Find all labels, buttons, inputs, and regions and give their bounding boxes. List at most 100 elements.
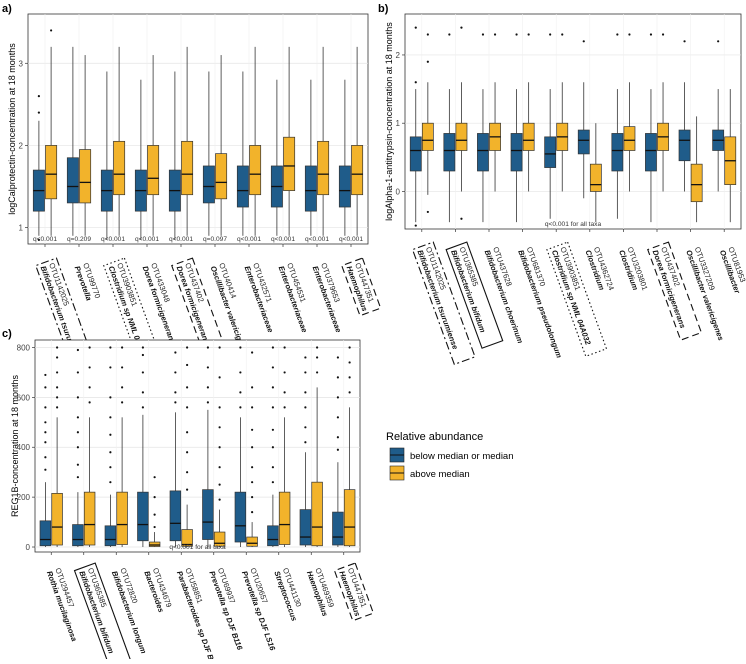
q-note: q<0.001 for all taxa [545, 221, 602, 228]
box-below [443, 33, 456, 223]
q-value: q<0.001 [33, 236, 57, 243]
outlier [271, 481, 274, 484]
box [169, 490, 182, 542]
outlier [283, 391, 286, 394]
q-value: q<0.001 [237, 236, 261, 243]
outlier [304, 406, 307, 409]
outlier [239, 406, 242, 409]
box [45, 145, 58, 200]
outlier [186, 386, 189, 389]
q-value: q<0.001 [305, 236, 329, 243]
box-below [39, 373, 52, 548]
legend-label-below: below median or median [410, 451, 514, 462]
outlier [271, 466, 274, 469]
outlier [271, 446, 274, 449]
outlier [218, 466, 221, 469]
box-below [202, 71, 215, 236]
outlier [304, 426, 307, 429]
box-below [611, 33, 624, 219]
panel-b: b) logAlpha-1-antitrypsin-concentration a… [378, 3, 746, 366]
box [215, 153, 228, 200]
outlier [239, 391, 242, 394]
outlier [481, 33, 485, 36]
outlier [336, 448, 339, 451]
box [351, 145, 364, 196]
box-above [690, 116, 703, 223]
outlier [37, 111, 40, 114]
box [148, 541, 161, 547]
outlier [44, 456, 47, 459]
outlier [56, 396, 59, 399]
y-tick-label: 200 [17, 493, 31, 502]
outlier [251, 466, 254, 469]
box-below [32, 95, 45, 241]
outlier [271, 386, 274, 389]
y-axis-label: logAlpha-1-antitrypsin-concentration at … [384, 22, 394, 221]
outlier [348, 346, 351, 349]
box-below [234, 346, 247, 548]
outlier [50, 29, 53, 32]
outlier [109, 366, 112, 369]
box [202, 165, 215, 204]
box [544, 136, 557, 168]
box-below [168, 71, 181, 240]
box-below [299, 356, 312, 548]
outlier [336, 396, 339, 399]
outlier [316, 371, 319, 374]
outlier [426, 60, 429, 63]
highlight-frame [341, 257, 382, 317]
box-below [712, 40, 725, 192]
outlier [37, 95, 40, 98]
outlier [76, 476, 79, 479]
box [267, 525, 279, 547]
outlier [141, 406, 144, 409]
outlier [141, 353, 144, 357]
box-above [79, 55, 92, 236]
box [311, 481, 323, 547]
q-value: q<0.001 [169, 236, 193, 243]
box-below [66, 46, 79, 236]
outlier [271, 346, 274, 349]
outlier [239, 371, 242, 374]
outlier [56, 356, 59, 359]
box-above [317, 46, 330, 236]
box-below [270, 79, 283, 236]
outlier [44, 421, 47, 424]
box-above [147, 55, 160, 236]
panel-title: a) [2, 3, 12, 15]
box [83, 491, 96, 546]
outlier [121, 346, 124, 349]
outlier [414, 81, 417, 84]
box-above [343, 346, 356, 548]
box [104, 525, 117, 547]
outlier [304, 356, 307, 359]
outlier [304, 391, 307, 394]
outlier [44, 431, 47, 434]
box [147, 145, 160, 196]
box-above [351, 46, 364, 236]
outlier [649, 33, 653, 36]
box-below [645, 33, 657, 223]
box [234, 491, 247, 543]
outlier [304, 371, 307, 374]
box-above [181, 46, 194, 236]
outlier [271, 406, 274, 409]
box [283, 136, 296, 191]
box [66, 157, 79, 204]
highlight-frame [647, 241, 703, 341]
box [181, 529, 193, 547]
outlier [218, 406, 221, 409]
outlier [88, 366, 91, 369]
box-above [556, 33, 569, 192]
box [645, 133, 657, 172]
box-above [311, 346, 323, 548]
outlier [218, 483, 221, 486]
outlier [218, 376, 221, 379]
y-axis-label: REG1B-concentration at 18 months [10, 374, 20, 517]
highlight-frame [411, 241, 476, 366]
box [332, 511, 344, 546]
outlier [304, 441, 307, 444]
q-value: q<0.001 [135, 236, 159, 243]
